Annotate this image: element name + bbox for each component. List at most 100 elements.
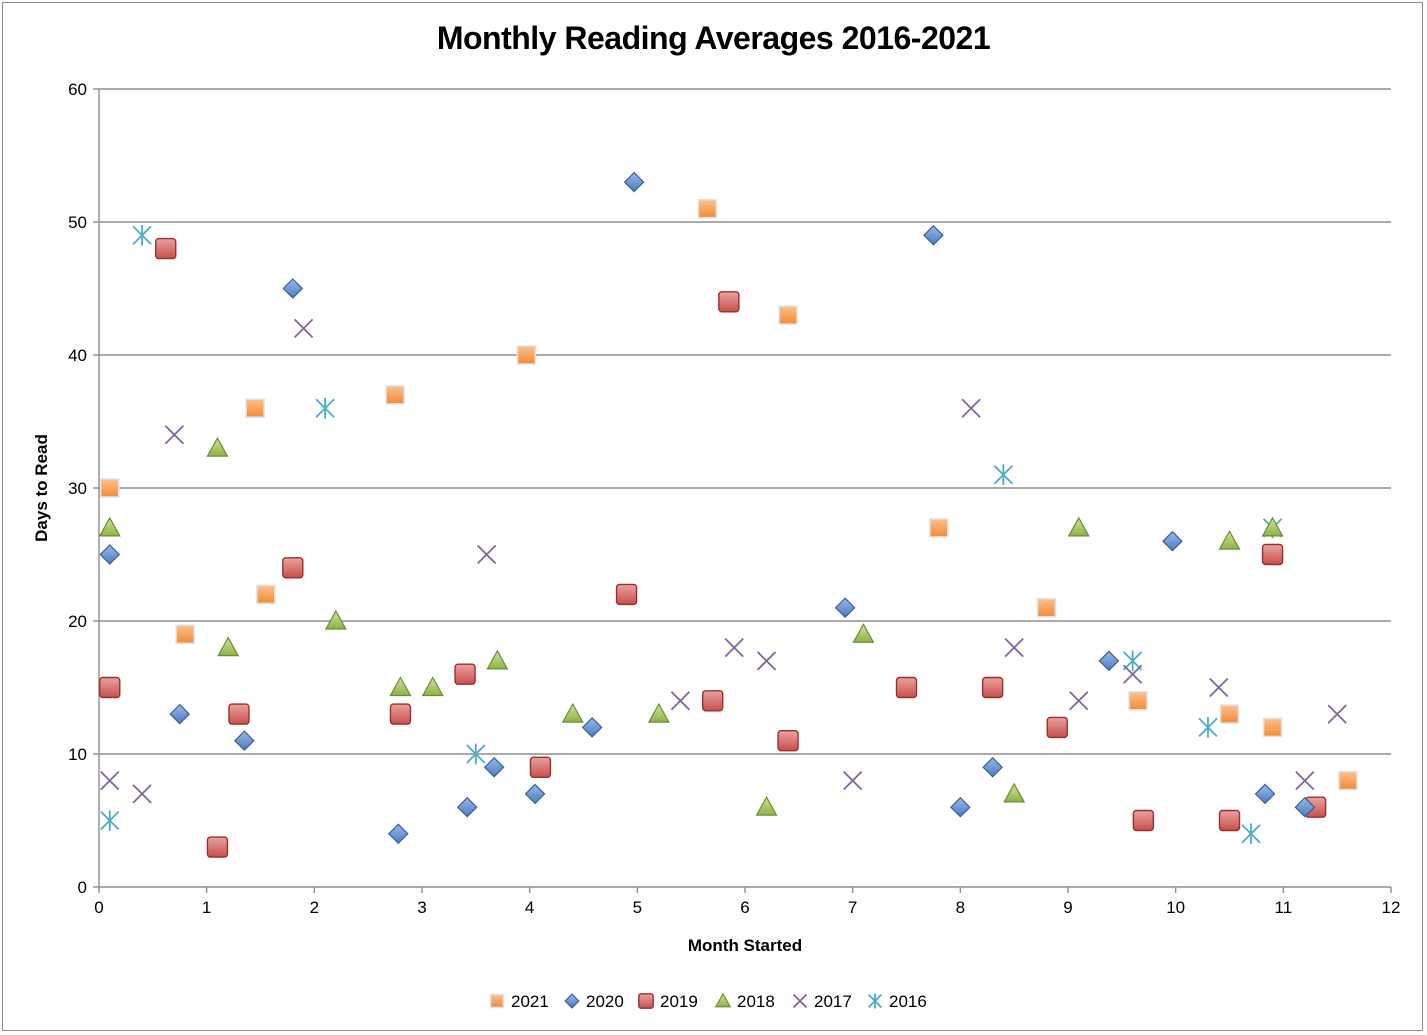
y-tick-label: 40 (68, 346, 87, 365)
data-point (670, 691, 691, 711)
y-tick-label: 60 (68, 80, 87, 99)
data-point (516, 345, 537, 365)
series-2017 (100, 318, 1347, 804)
data-point (1261, 543, 1284, 566)
y-axis-title: Days to Read (32, 434, 51, 542)
x-tick-label: 11 (1275, 898, 1293, 917)
series-2020 (99, 171, 1316, 845)
data-point (483, 756, 505, 778)
x-stroke (670, 691, 691, 711)
data-point (99, 676, 121, 699)
legend-label: 2020 (586, 992, 624, 1011)
data-point (895, 676, 918, 699)
x-stroke (132, 784, 152, 804)
data-point (486, 649, 509, 670)
x-tick-label: 9 (1063, 898, 1072, 917)
data-point (324, 609, 347, 630)
x-tick-label: 2 (310, 898, 319, 917)
x-stroke (1209, 677, 1229, 698)
data-point (755, 795, 778, 816)
data-point (385, 385, 405, 405)
x-stroke (961, 398, 981, 418)
data-point (245, 398, 265, 419)
data-point (217, 636, 240, 657)
data-point (454, 663, 476, 685)
data-point (561, 702, 584, 723)
legend-item-2020: 2020 (564, 992, 624, 1011)
data-point (389, 703, 412, 725)
legend-label: 2019 (660, 992, 698, 1011)
y-tick-label: 30 (68, 479, 87, 498)
data-point (282, 557, 304, 579)
data-point (155, 237, 177, 260)
data-point (1254, 783, 1276, 805)
data-point (466, 743, 486, 765)
x-stroke (756, 651, 777, 671)
data-point (456, 796, 478, 818)
data-point (718, 291, 740, 313)
data-point (529, 756, 552, 778)
data-point (1098, 650, 1120, 672)
data-point (834, 597, 856, 619)
legend-label: 2018 (737, 992, 775, 1011)
x-stroke (100, 770, 120, 791)
legend-item-2016: 2016 (867, 992, 927, 1011)
data-point (99, 544, 121, 565)
data-point (702, 690, 724, 712)
legend-marker (489, 993, 505, 1009)
x-tick-label: 1 (202, 898, 211, 917)
data-point (99, 478, 120, 498)
data-point (993, 464, 1014, 486)
data-point (1122, 664, 1143, 684)
data-point (982, 756, 1003, 778)
series-2019 (99, 237, 1327, 858)
legend-label: 2017 (814, 992, 852, 1011)
legend-item-2019: 2019 (638, 992, 698, 1011)
data-point (389, 676, 412, 697)
data-point (1067, 516, 1090, 537)
data-point (206, 836, 229, 858)
data-point (1132, 809, 1155, 832)
data-point (1003, 782, 1026, 803)
legend-item-2018: 2018 (714, 992, 775, 1011)
data-point (581, 717, 603, 738)
x-stroke (476, 544, 497, 565)
legend-label: 2016 (889, 992, 927, 1011)
data-point (1219, 704, 1240, 724)
legend-marker (638, 993, 654, 1009)
legend-marker (792, 993, 808, 1009)
legend-marker (564, 993, 580, 1009)
x-stroke (1122, 664, 1143, 684)
data-point (928, 518, 949, 538)
x-stroke (1327, 704, 1347, 724)
data-point (852, 623, 875, 643)
y-tick-label: 50 (68, 213, 87, 232)
data-point (1338, 770, 1358, 791)
data-points (98, 171, 1358, 858)
data-point (1241, 823, 1261, 845)
data-point (623, 171, 645, 193)
data-point (1262, 717, 1283, 738)
data-point (282, 278, 304, 299)
data-point (777, 730, 799, 752)
data-point (315, 397, 335, 419)
data-point (387, 823, 409, 845)
data-point (1198, 717, 1218, 738)
x-stroke (724, 637, 744, 658)
legend-item-2021: 2021 (489, 992, 549, 1011)
data-point (778, 305, 798, 325)
legend-item-2017: 2017 (792, 992, 852, 1011)
data-point (949, 796, 971, 818)
x-tick-label: 6 (740, 898, 749, 917)
data-point (1209, 677, 1229, 698)
gridlines (99, 88, 1391, 755)
series-2021 (99, 198, 1358, 791)
data-point (1162, 530, 1183, 552)
data-point (724, 637, 744, 658)
x-tick-label: 12 (1382, 898, 1401, 917)
data-point (1295, 770, 1315, 791)
data-point (1004, 637, 1024, 658)
data-point (256, 584, 276, 605)
